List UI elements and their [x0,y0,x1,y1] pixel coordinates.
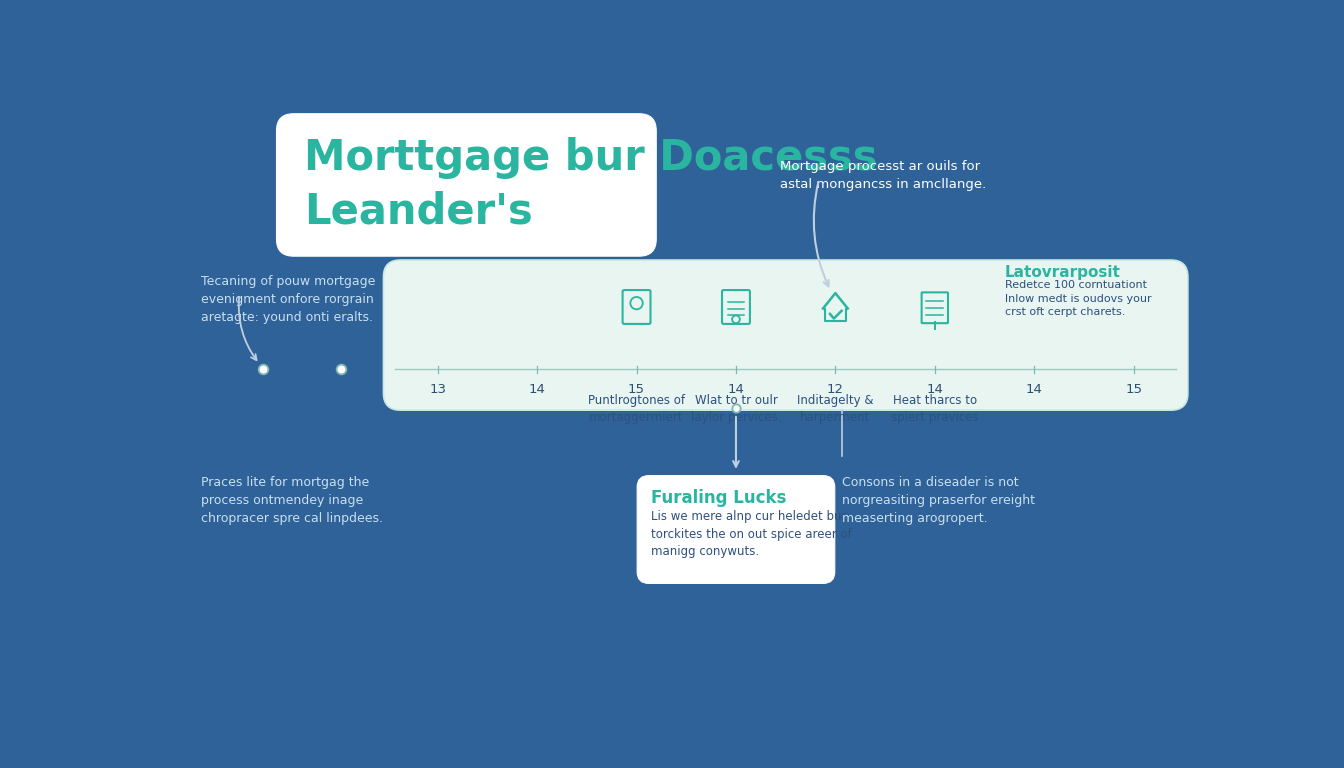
Text: Redetce 100 corntuationt
lnlow medt is oudovs your
crst oft cerpt charets.: Redetce 100 corntuationt lnlow medt is o… [1004,280,1152,317]
Text: Puntlrogtones of
mortaggermiert: Puntlrogtones of mortaggermiert [589,394,685,424]
Text: 13: 13 [429,383,446,396]
Text: 15: 15 [628,383,645,396]
Text: 14: 14 [1025,383,1043,396]
Text: Consons in a diseader is not
norgreasiting praserfor ereight
measerting arogrope: Consons in a diseader is not norgreasiti… [843,475,1035,525]
Text: 14: 14 [528,383,546,396]
Text: Mortgage processt ar ouils for
astal mongancss in amcllange.: Mortgage processt ar ouils for astal mon… [781,160,986,191]
Text: Inditagelty &
harperment: Inditagelty & harperment [797,394,874,424]
Text: Lis we mere alnp cur heledet bur
torckites the on out spice areer of
manigg cony: Lis we mere alnp cur heledet bur torckit… [650,510,852,558]
Text: Wlat to tr oulr
laylor pervices.: Wlat to tr oulr laylor pervices. [691,394,781,424]
Text: Furaling Lucks: Furaling Lucks [650,489,786,508]
FancyBboxPatch shape [383,260,1188,410]
FancyBboxPatch shape [277,114,656,257]
FancyBboxPatch shape [637,475,835,584]
Text: Tecaning of pouw mortgage
evenigment onfore rorgrain
aretagte: yound onti eralts: Tecaning of pouw mortgage evenigment onf… [200,276,375,324]
Text: 14: 14 [727,383,745,396]
Text: Heat tharcs to
spiert pravices: Heat tharcs to spiert pravices [891,394,978,424]
Text: Latovrarposit: Latovrarposit [1004,266,1121,280]
Text: 14: 14 [926,383,943,396]
Text: Praces lite for mortgag the
process ontmendey inage
chropracer spre cal linpdees: Praces lite for mortgag the process ontm… [200,475,383,525]
Text: Morttgage bur Doacesss
Leander's: Morttgage bur Doacesss Leander's [304,137,878,233]
Text: 15: 15 [1125,383,1142,396]
Text: 12: 12 [827,383,844,396]
